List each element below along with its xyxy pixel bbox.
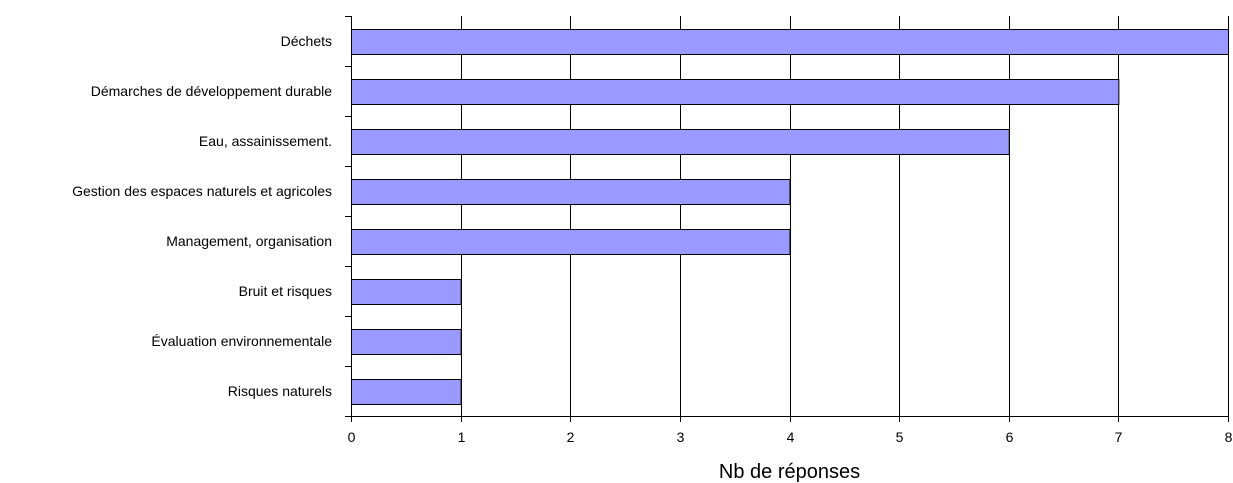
category-label: Risques naturels (228, 383, 332, 399)
bar (351, 179, 791, 205)
x-axis-title: Nb de réponses (719, 461, 860, 483)
category-label: Management, organisation (166, 233, 332, 249)
x-tick-label: 7 (1115, 429, 1123, 445)
category-label: Déchets (281, 33, 332, 49)
x-tick-labels: 0 1 2 3 4 5 6 7 8 (348, 429, 1233, 445)
bars (351, 29, 1229, 405)
x-tick-label: 6 (1006, 429, 1014, 445)
category-labels: Déchets Démarches de développement durabl… (72, 33, 332, 399)
bar (351, 279, 462, 305)
x-tick-label: 5 (896, 429, 904, 445)
category-label: Bruit et risques (239, 283, 332, 299)
x-tick-label: 4 (787, 429, 795, 445)
bar (351, 29, 1229, 55)
category-label: Eau, assainissement. (199, 133, 332, 149)
bar (351, 79, 1120, 105)
category-label: Démarches de développement durable (91, 83, 332, 99)
category-label: Évaluation environnementale (151, 333, 332, 349)
x-tick-label: 1 (458, 429, 466, 445)
category-label: Gestion des espaces naturels et agricole… (72, 183, 332, 199)
grid-lines (461, 16, 1229, 416)
x-tick-label: 0 (348, 429, 356, 445)
axes (345, 16, 1229, 422)
x-tick-label: 2 (567, 429, 575, 445)
bar (351, 329, 462, 355)
bar (351, 379, 462, 405)
bar (351, 229, 791, 255)
x-tick-label: 8 (1225, 429, 1233, 445)
bar (351, 129, 1010, 155)
x-tick-label: 3 (677, 429, 685, 445)
